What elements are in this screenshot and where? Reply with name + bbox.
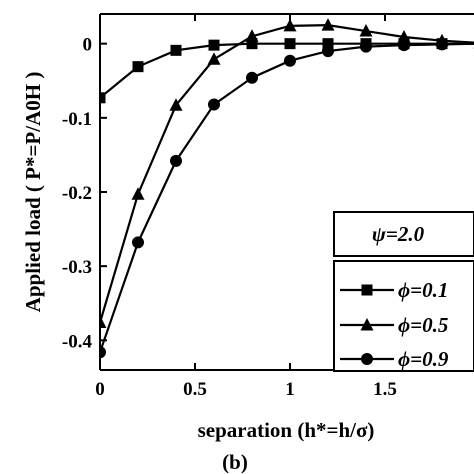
data-point: [246, 38, 258, 50]
series-square: [100, 38, 474, 104]
y-tick-label: -0.3: [62, 257, 92, 278]
data-point: [283, 18, 297, 32]
data-point: [169, 98, 183, 111]
legend-marker: [361, 284, 373, 296]
series-layer: [100, 18, 474, 359]
y-axis-label: Applied load ( P*=P/A0H ): [21, 72, 45, 313]
axis-ticks: 0 0.5 1 1.5 0 -0.1 -0.2 -0.3 -0.4: [62, 14, 397, 400]
x-axis-label: separation (h*=h/σ): [198, 418, 375, 442]
annotation-text: ψ=2.0: [372, 222, 425, 246]
data-point: [359, 24, 373, 37]
data-point: [398, 39, 410, 52]
data-point: [246, 71, 258, 84]
series-circle: [100, 38, 474, 359]
y-tick-label: -0.4: [62, 331, 93, 352]
legend: ϕ=0.1 ϕ=0.5 ϕ=0.9: [333, 260, 474, 372]
data-point: [322, 38, 334, 50]
annotation-frame: [333, 211, 474, 257]
data-point: [208, 98, 220, 111]
data-point: [245, 29, 259, 42]
legend-frame: [333, 260, 474, 372]
panel-label: (b): [222, 450, 248, 474]
data-point: [207, 52, 221, 65]
y-tick-label: -0.2: [62, 183, 92, 204]
legend-entry: ϕ=0.5: [340, 313, 448, 337]
data-point: [284, 38, 296, 50]
x-tick-label: 0.5: [183, 379, 207, 400]
data-point: [360, 40, 372, 53]
y-tick-label: -0.1: [62, 109, 92, 130]
data-point: [208, 39, 220, 51]
x-tick-label: 0: [95, 379, 105, 400]
data-point: [322, 45, 334, 58]
data-point: [321, 18, 335, 31]
data-point: [132, 61, 144, 73]
y-tick-label: 0: [83, 35, 93, 56]
data-point: [132, 236, 144, 249]
data-point: [131, 187, 145, 200]
x-tick-label: 1.5: [373, 379, 397, 400]
data-point: [397, 29, 411, 43]
data-point: [100, 346, 106, 359]
legend-label: ϕ=0.1: [398, 278, 448, 302]
legend-label: ϕ=0.9: [398, 347, 449, 371]
data-point: [100, 92, 106, 104]
data-point: [170, 154, 182, 167]
series-triangle: [100, 18, 474, 329]
data-point: [284, 54, 296, 67]
legend-entry: ϕ=0.1: [340, 278, 448, 302]
data-point: [170, 44, 182, 56]
legend-marker: [360, 318, 374, 331]
x-tick-label: 1: [285, 379, 295, 400]
legend-marker: [361, 353, 373, 365]
data-point: [100, 315, 107, 329]
legend-entry: ϕ=0.9: [340, 347, 449, 371]
series-line: [100, 42, 474, 99]
annotation-box: ψ=2.0: [333, 211, 474, 257]
legend-label: ϕ=0.5: [398, 313, 448, 337]
data-point: [436, 38, 448, 51]
